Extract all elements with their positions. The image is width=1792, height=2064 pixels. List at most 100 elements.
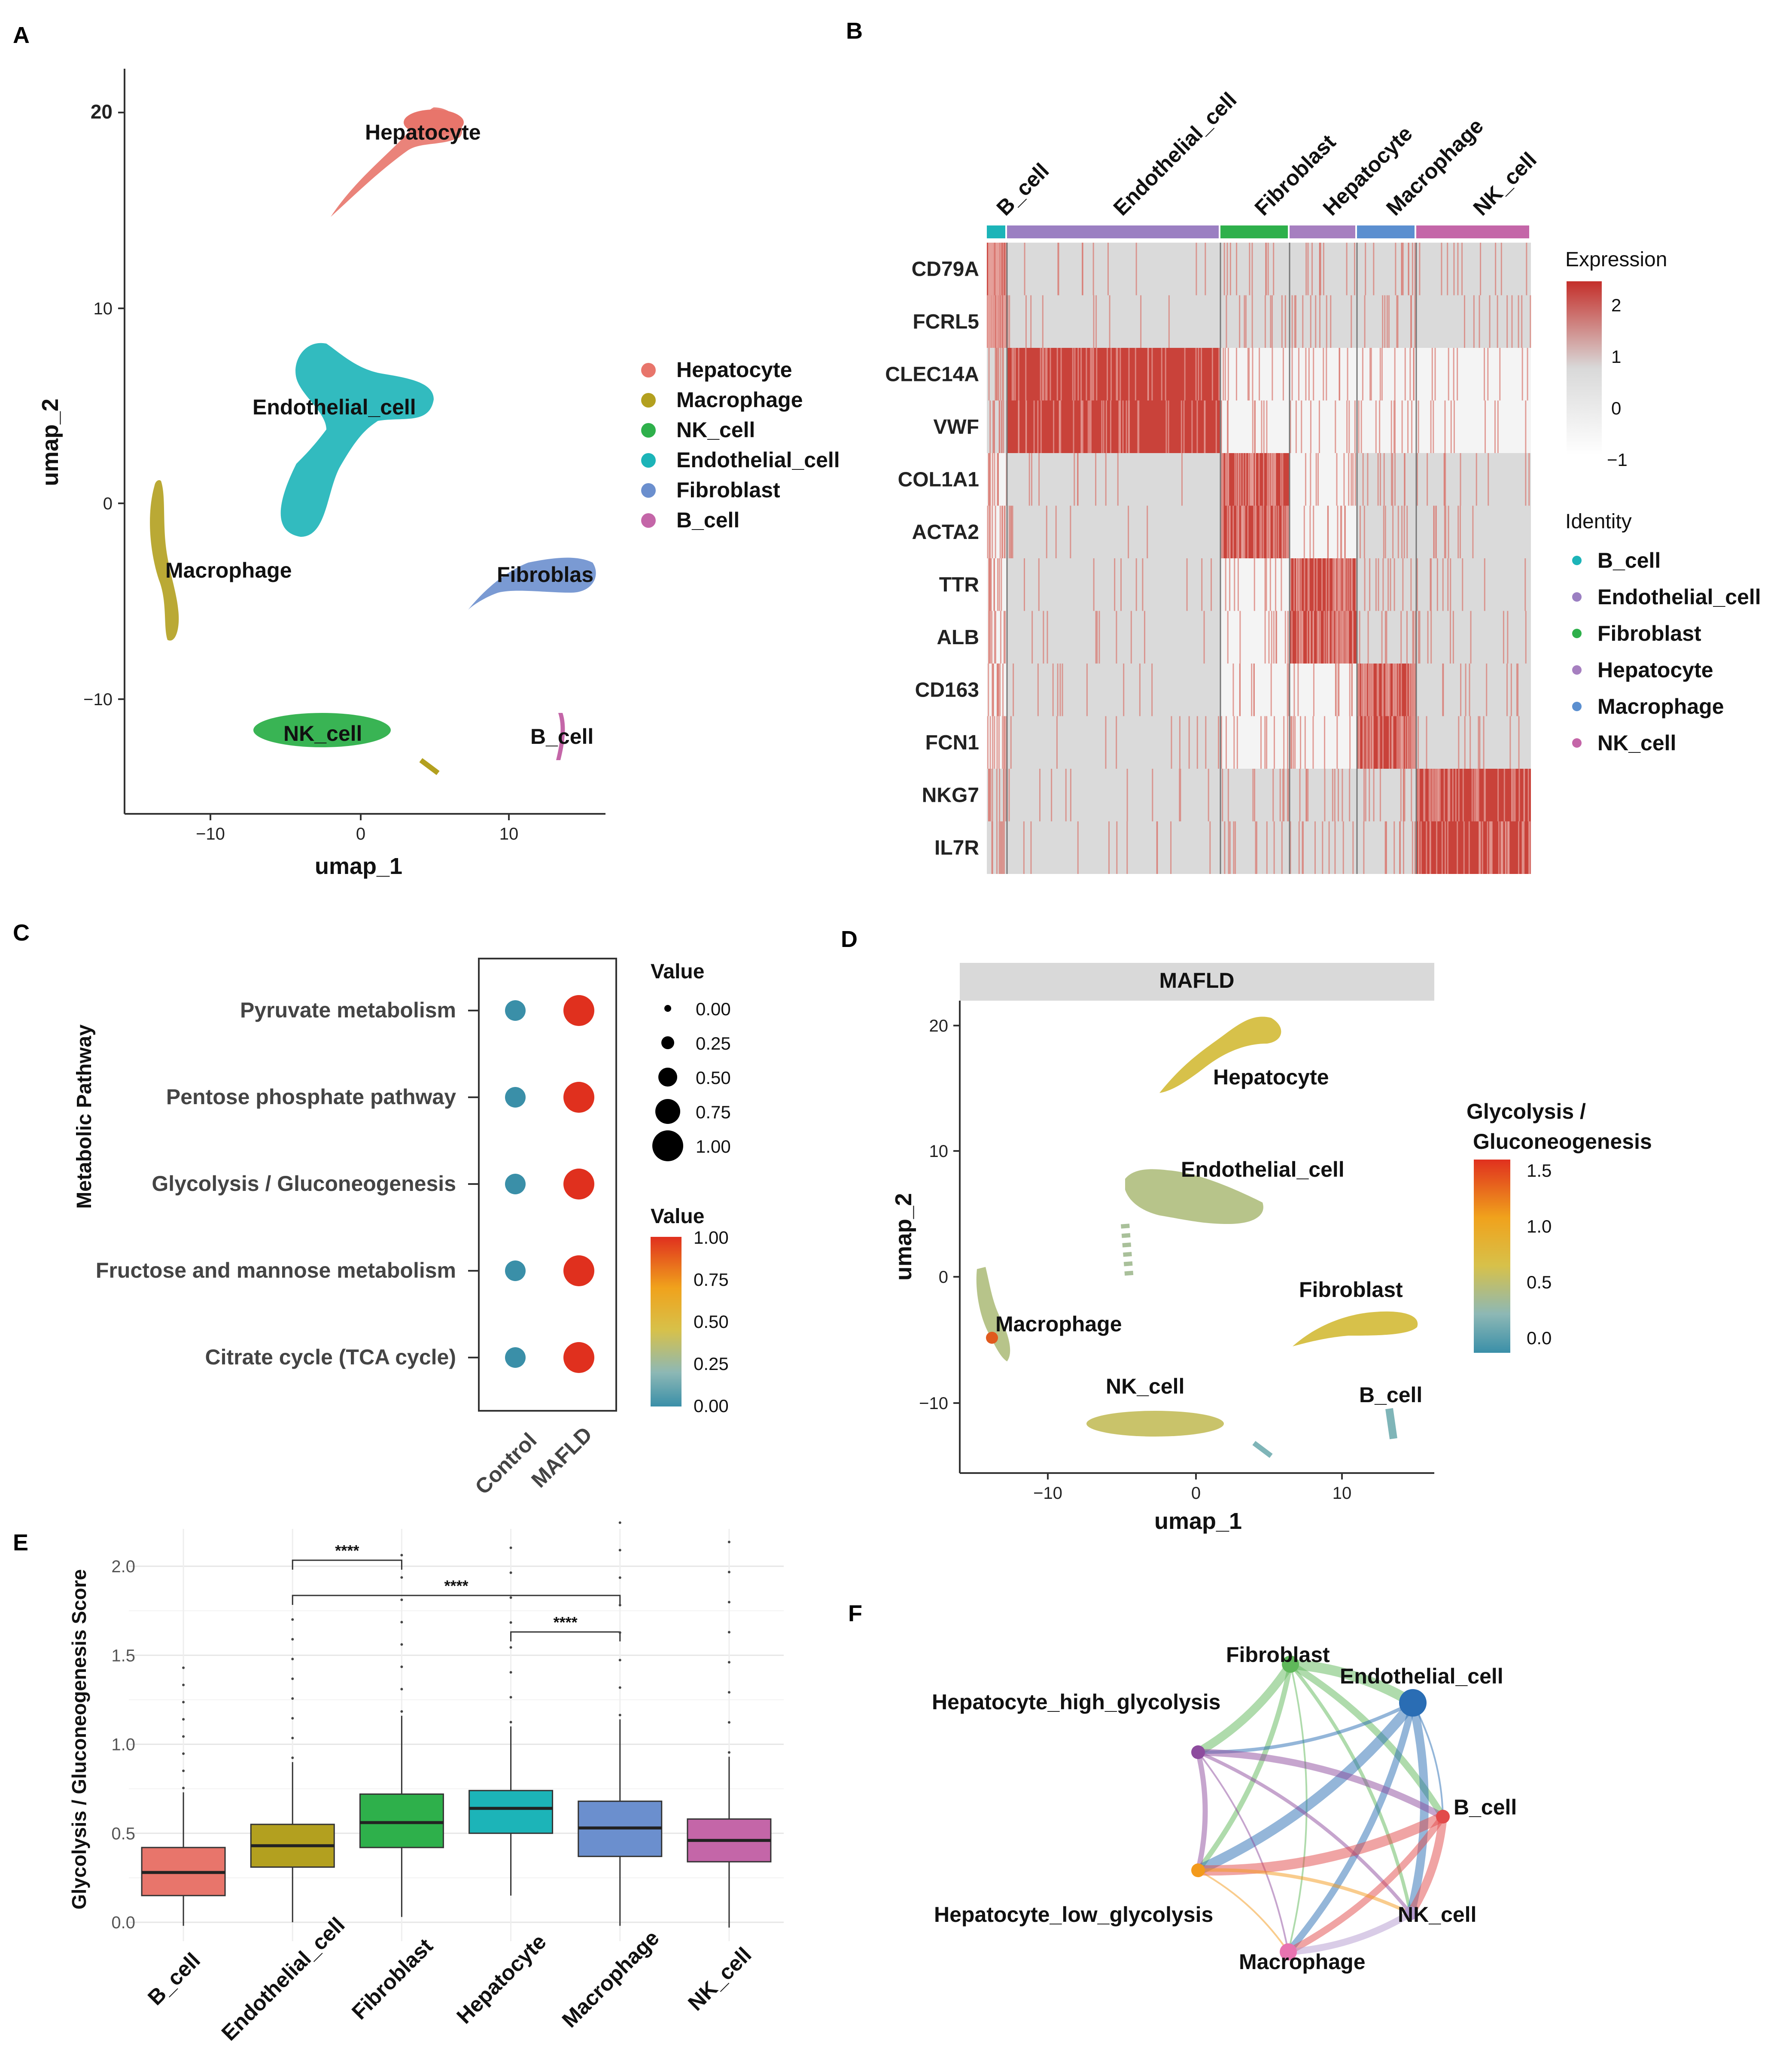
heatmap-stripe (1321, 558, 1323, 611)
heatmap-stripe (1179, 769, 1180, 822)
heatmap-stripe (1495, 243, 1497, 295)
heatmap-stripe (1301, 400, 1302, 453)
boxplot-x-label: NK_cell (683, 1942, 756, 2015)
value-colorbar (651, 1237, 682, 1406)
heatmap-stripe (1340, 505, 1342, 558)
umap-d-label: Hepatocyte (1213, 1065, 1329, 1089)
identity-legend-label: B_cell (1597, 548, 1661, 572)
dotplot-dot-control (505, 1260, 526, 1281)
heatmap-stripe (1300, 558, 1302, 611)
heatmap-stripe (1001, 821, 1003, 874)
heatmap-stripe (1343, 558, 1345, 611)
heatmap-stripe (1436, 821, 1438, 874)
heatmap-stripe (1523, 821, 1525, 874)
heatmap-stripe (1297, 664, 1299, 716)
dotplot-pathway-labels: Pyruvate metabolism Pentose phosphate pat… (96, 998, 479, 1369)
dotplot-pathway-label: Glycolysis / Gluconeogenesis (152, 1172, 456, 1196)
heatmap-stripe (1003, 769, 1005, 822)
heatmap-stripe (1301, 611, 1303, 664)
heatmap-stripe (1110, 400, 1111, 453)
heatmap-stripe (1196, 400, 1198, 453)
dotplot-dot-mafld (563, 1169, 594, 1199)
heatmap-stripe (1205, 716, 1207, 769)
heatmap-stripe (996, 243, 998, 295)
heatmap-cell-block (1290, 821, 1357, 874)
heatmap-stripe (1293, 664, 1295, 716)
network-node (1191, 1745, 1205, 1759)
heatmap-stripe (1344, 505, 1346, 558)
heatmap-stripe (1309, 611, 1311, 664)
heatmap-stripe (1242, 453, 1244, 506)
heatmap-stripe (1447, 821, 1449, 874)
heatmap-stripe (1236, 505, 1238, 558)
heatmap-gene-label: VWF (933, 416, 979, 438)
heatmap-stripe (1449, 769, 1451, 822)
umap-a-label-macrophage: Macrophage (165, 558, 292, 582)
heatmap-stripe (1351, 453, 1352, 506)
heatmap-stripe (1116, 348, 1117, 401)
heatmap-stripe (1105, 400, 1107, 453)
heatmap-annotation-segment (1220, 225, 1288, 238)
heatmap-stripe (1395, 243, 1396, 295)
heatmap-stripe (1254, 400, 1256, 453)
heatmap-stripe (1358, 716, 1360, 769)
heatmap-stripe (1332, 769, 1333, 822)
heatmap-stripe (1037, 664, 1039, 716)
boxplot-ytick-label: 1.0 (111, 1735, 135, 1754)
size-legend-label: 1.00 (696, 1136, 731, 1157)
heatmap-stripe (1376, 664, 1378, 716)
heatmap-stripe (1005, 716, 1007, 769)
heatmap-stripe (1273, 716, 1275, 769)
heatmap-cell-block (1357, 400, 1416, 453)
heatmap-stripe (1248, 453, 1250, 506)
heatmap-stripe (1373, 243, 1375, 295)
heatmap-cell-block (1357, 348, 1416, 401)
heatmap-cell-block (1290, 453, 1357, 506)
heatmap-stripe (1473, 295, 1475, 348)
heatmap-stripe (1278, 505, 1279, 558)
glycolysis-legend-title-2: Gluconeogenesis (1473, 1129, 1652, 1154)
heatmap-stripe (1342, 611, 1344, 664)
heatmap-stripe (1000, 611, 1001, 664)
heatmap-stripe (1108, 821, 1110, 874)
boxplot-outlier (618, 1714, 621, 1717)
network-edge (1285, 1702, 1416, 1954)
heatmap-stripe (1235, 348, 1237, 401)
heatmap-stripe (1003, 821, 1005, 874)
heatmap-stripe (1050, 348, 1051, 401)
heatmap-stripe (1030, 295, 1032, 348)
panel-label-d: D (841, 926, 858, 952)
heatmap-stripe (992, 716, 994, 769)
heatmap-stripe (1367, 716, 1369, 769)
significance-label: **** (444, 1577, 468, 1595)
heatmap-stripe (1462, 558, 1463, 611)
boxplot-outlier (182, 1666, 185, 1669)
boxplot-outlier (291, 1618, 294, 1621)
umap-d-y-ticks: 20 10 0 −10 (919, 1017, 960, 1413)
heatmap-stripe (1400, 821, 1401, 874)
glycolysis-colorbar (1474, 1160, 1510, 1353)
heatmap-stripe (1126, 821, 1128, 874)
heatmap-stripe (1282, 505, 1284, 558)
heatmap-stripe (997, 558, 998, 611)
heatmap-stripe (994, 716, 995, 769)
heatmap-stripe (1046, 505, 1047, 558)
heatmap-stripe (1387, 558, 1389, 611)
heatmap-stripe (1251, 243, 1253, 295)
heatmap-stripe (1316, 558, 1318, 611)
heatmap-stripe (989, 558, 990, 611)
network-label: Fibroblast (1226, 1643, 1330, 1667)
dotplot-dot-mafld (563, 995, 594, 1026)
boxplot-outlier (509, 1721, 512, 1724)
heatmap-stripe (1229, 505, 1231, 558)
heatmap-stripe (992, 400, 994, 453)
heatmap-stripe (1266, 821, 1268, 874)
heatmap-stripe (1336, 611, 1338, 664)
heatmap-stripe (1335, 558, 1336, 611)
heatmap-stripe (989, 611, 991, 664)
heatmap-stripe (1263, 400, 1265, 453)
heatmap-stripe (1265, 243, 1267, 295)
heatmap-stripe (1245, 295, 1247, 348)
heatmap-stripe (1284, 505, 1286, 558)
